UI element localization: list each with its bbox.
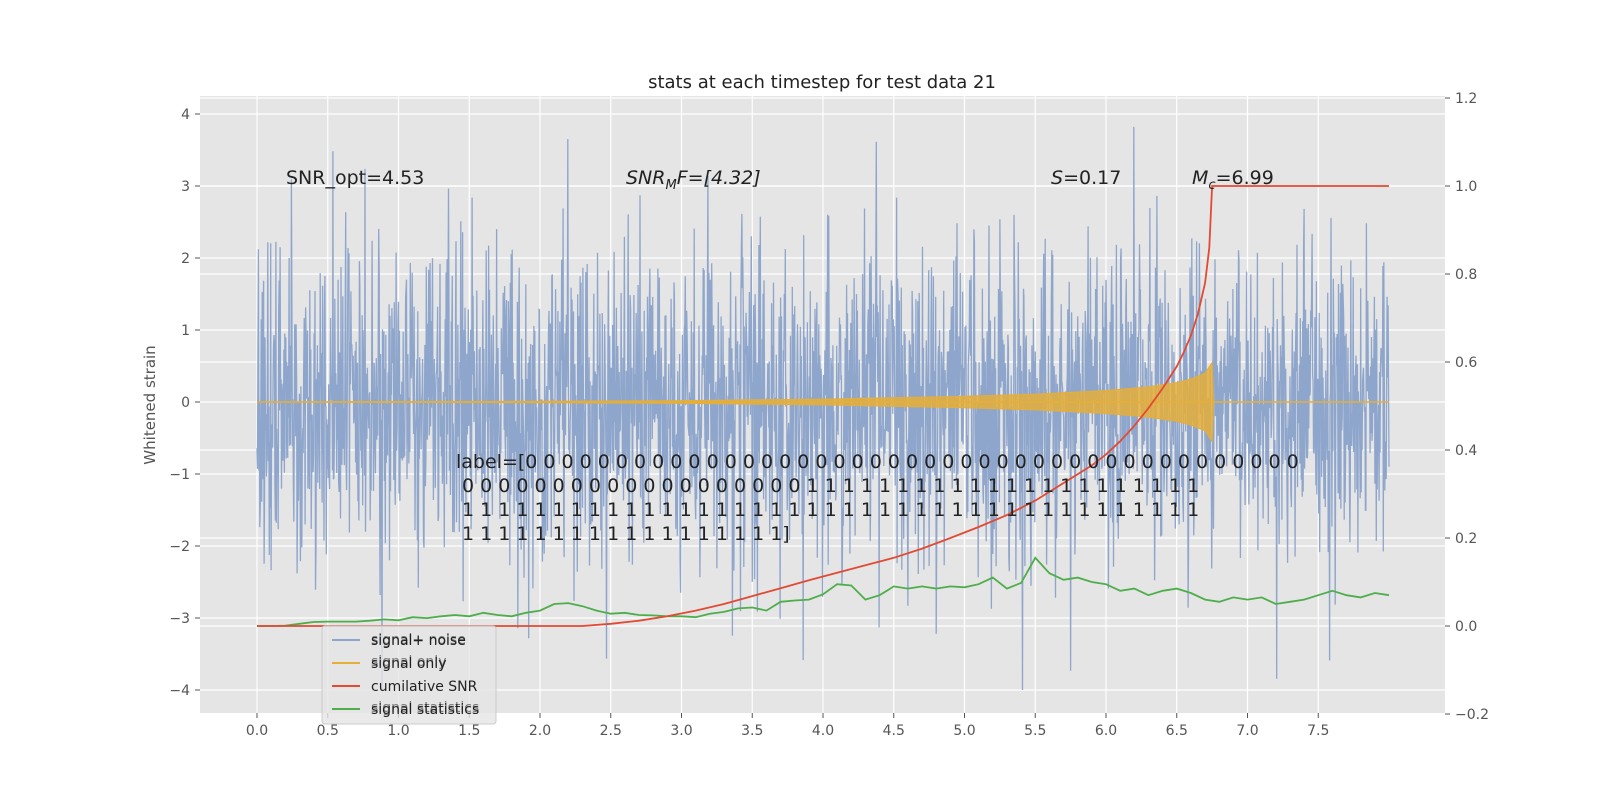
y-axis-label: Whitened strain	[141, 345, 159, 464]
mc-prefix: M	[1192, 167, 1208, 189]
stats-line	[257, 556, 1390, 627]
mc-suffix: =6.99	[1216, 167, 1274, 189]
legend-label-noise: signal+ noise	[371, 633, 466, 649]
x-tick-label: 6.5	[1166, 723, 1188, 739]
y-right-tick-label: −0.2	[1455, 707, 1489, 723]
x-tick-label: 2.0	[529, 723, 551, 739]
snr-mf-prefix: SNR	[626, 167, 665, 189]
label-line-2: 0 0 0 0 0 0 0 0 0 0 0 0 0 0 0 0 0 0 0 1 …	[456, 475, 1199, 497]
y-left-tick-label: −2	[169, 539, 190, 555]
signal-only-series	[256, 360, 1389, 444]
y-right-tick-label: 0.0	[1455, 619, 1477, 635]
label-line-3: 1 1 1 1 1 1 1 1 1 1 1 1 1 1 1 1 1 1 1 1 …	[456, 499, 1199, 521]
legend-label-snr: cumilative SNR	[371, 679, 478, 695]
snr-line	[257, 185, 1389, 627]
x-tick-label: 5.0	[953, 723, 975, 739]
chart-title: stats at each timestep for test data 21	[648, 72, 996, 93]
x-tick-label: 5.5	[1024, 723, 1046, 739]
y-left-tick-label: 3	[181, 179, 190, 195]
s-prefix: S	[1051, 167, 1063, 189]
x-tick-label: 1.0	[387, 723, 409, 739]
x-tick-label: 2.5	[600, 723, 622, 739]
y-left-tick-label: 4	[181, 107, 190, 123]
y-left-tick-label: 2	[181, 251, 190, 267]
x-tick-label: 0.0	[246, 723, 268, 739]
legend: signal+ noise signal only signal statist…	[321, 625, 497, 725]
y-right-tick-label: 1.2	[1455, 91, 1477, 107]
mc-annotation: Mc=6.99	[1192, 167, 1274, 193]
cumulative-snr-series	[257, 185, 1389, 627]
x-tick-label: 3.0	[670, 723, 692, 739]
s-annotation: S=0.17	[1051, 167, 1121, 189]
x-tick-label: 1.5	[458, 723, 480, 739]
signal-statistics-series	[257, 556, 1390, 627]
label-line-1: label=[0 0 0 0 0 0 0 0 0 0 0 0 0 0 0 0 0…	[456, 451, 1299, 473]
x-tick-label: 7.0	[1236, 723, 1258, 739]
snr-mf-suffix: F=[4.32]	[677, 167, 761, 189]
s-suffix: =0.17	[1063, 167, 1121, 189]
y-right-tick-label: 0.6	[1455, 355, 1477, 371]
snr-opt-annotation: SNR_opt=4.53	[286, 167, 424, 189]
y-left-tick-label: −1	[169, 467, 190, 483]
legend-box	[321, 625, 497, 725]
label-line-4: 1 1 1 1 1 1 1 1 1 1 1 1 1 1 1 1 1 1]	[456, 523, 790, 545]
y-left-tick-label: −4	[169, 683, 190, 699]
legend-ghost-2: signal only	[371, 654, 446, 670]
y-right-tick-label: 0.8	[1455, 267, 1477, 283]
x-tick-label: 3.5	[741, 723, 763, 739]
snr-mf-f: F=[4.32]	[677, 167, 761, 189]
legend-label-stats: signal statistics	[371, 702, 479, 718]
x-tick-label: 4.0	[812, 723, 834, 739]
x-tick-label: 4.5	[883, 723, 905, 739]
y-right-tick-label: 0.4	[1455, 443, 1477, 459]
y-left-tick-label: 0	[181, 395, 190, 411]
legend-ghost-1: signal+ noise	[371, 632, 466, 648]
y-right-tick-label: 0.2	[1455, 531, 1477, 547]
x-tick-label: 0.5	[317, 723, 339, 739]
y-left-tick-label: 1	[181, 323, 190, 339]
snr-mf-sub: M	[665, 178, 676, 193]
axes: 0.0 0.5 1.0 1.5 2.0 2.5 3.0 3.5 4.0 4.5 5.0 5.5 6.0 6…	[169, 91, 1489, 739]
y-right-tick-label: 1.0	[1455, 179, 1477, 195]
x-tick-label: 6.0	[1095, 723, 1117, 739]
legend-label-signal: signal only	[371, 656, 446, 672]
snr-mf-annotation: SNRMF=[4.32]	[626, 167, 761, 193]
x-tick-label: 7.5	[1307, 723, 1329, 739]
mc-sub: c	[1208, 178, 1215, 193]
y-left-tick-label: −3	[169, 611, 190, 627]
legend-ghost-3: signal statistics	[371, 700, 479, 716]
